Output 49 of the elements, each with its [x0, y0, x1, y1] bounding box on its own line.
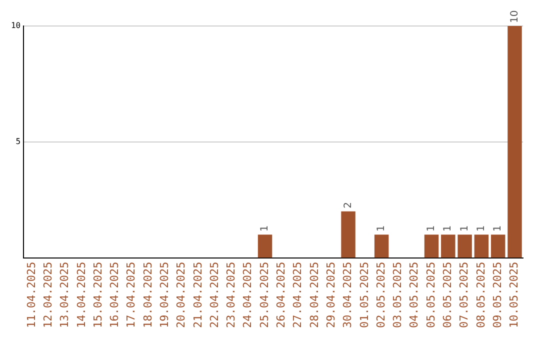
- x-tick-label: 13.04.2025: [58, 262, 72, 328]
- bar: [490, 234, 506, 258]
- x-tick-label: 18.04.2025: [141, 262, 154, 328]
- x-tick-label: 04.05.2025: [408, 262, 421, 328]
- x-tick-label: 10.05.2025: [508, 262, 521, 328]
- x-tick-label: 02.05.2025: [374, 262, 388, 328]
- x-tick-label: 06.05.2025: [441, 262, 454, 328]
- x-tick-label: 01.05.2025: [358, 262, 371, 328]
- x-tick-label: 19.04.2025: [158, 262, 171, 328]
- x-tick-label: 03.05.2025: [391, 262, 404, 328]
- x-tick-label: 15.04.2025: [91, 262, 104, 328]
- bar: [441, 234, 456, 258]
- bar: [258, 234, 272, 258]
- x-tick-label: 23.04.2025: [224, 262, 238, 328]
- data-label: 1: [442, 225, 454, 232]
- bar: [508, 26, 522, 258]
- x-tick-label: 29.04.2025: [324, 262, 338, 328]
- x-tick-label: 09.05.2025: [490, 262, 504, 328]
- data-label: 1: [376, 225, 388, 232]
- x-tick-label: 12.04.2025: [41, 262, 54, 328]
- data-label: 1: [260, 225, 271, 232]
- x-tick-label: 21.04.2025: [191, 262, 204, 328]
- x-tick-label: 05.05.2025: [424, 262, 438, 328]
- x-tick-label: 17.04.2025: [124, 262, 138, 328]
- data-label: 10: [509, 10, 520, 23]
- data-label: 1: [492, 225, 504, 232]
- bar: [474, 234, 489, 258]
- bar: [341, 211, 356, 258]
- bar: [424, 234, 439, 258]
- x-tick-label: 27.04.2025: [291, 262, 304, 328]
- x-tick-label: 14.04.2025: [74, 262, 88, 328]
- bar: [374, 234, 389, 258]
- data-label: 1: [426, 225, 438, 232]
- data-label: 2: [342, 202, 354, 208]
- x-tick-label: 16.04.2025: [108, 262, 122, 328]
- x-tick-label: 30.04.2025: [341, 262, 354, 328]
- x-tick-label: 24.04.2025: [241, 262, 254, 328]
- x-tick-label: 28.04.2025: [308, 262, 321, 328]
- x-tick-label: 20.04.2025: [174, 262, 188, 328]
- data-label: 1: [476, 225, 488, 232]
- bar: [458, 234, 472, 258]
- x-tick-label: 22.04.2025: [208, 262, 221, 328]
- x-tick-label: 07.05.2025: [458, 262, 471, 328]
- x-tick-label: 26.04.2025: [274, 262, 288, 328]
- data-label: 1: [459, 225, 470, 232]
- x-tick-label: 11.04.2025: [24, 262, 38, 328]
- x-tick-label: 08.05.2025: [474, 262, 488, 328]
- x-tick-label: 25.04.2025: [258, 262, 271, 328]
- y-tick-label: 5: [16, 136, 21, 146]
